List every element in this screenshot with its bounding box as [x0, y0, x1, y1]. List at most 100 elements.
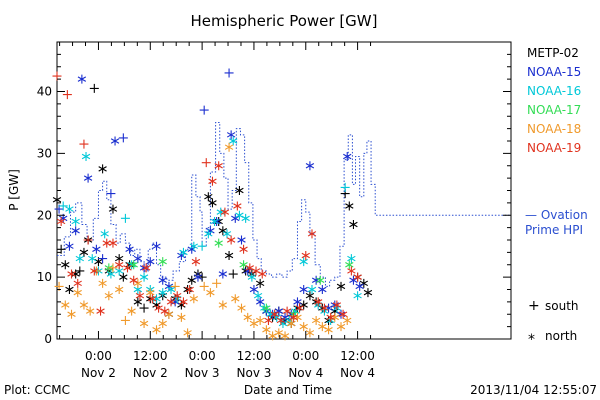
north-point	[135, 291, 145, 301]
north-point	[106, 269, 116, 279]
north-point	[127, 306, 136, 316]
north-point	[71, 216, 80, 226]
north-point	[239, 244, 248, 254]
north-point	[353, 291, 362, 301]
north-point	[185, 285, 194, 294]
ovation-hpi-line	[57, 121, 511, 287]
north-point	[133, 254, 143, 264]
south-point	[62, 90, 72, 100]
north-point	[299, 257, 308, 267]
north-point	[191, 257, 201, 267]
north-point	[158, 319, 167, 329]
north-point	[235, 186, 244, 195]
north-point	[108, 204, 118, 214]
north-point	[241, 213, 250, 223]
north-point	[276, 315, 286, 325]
x-tick-date-label: Nov 4	[288, 366, 323, 380]
series-noaa-19	[52, 71, 362, 325]
x-tick-date-label: Nov 3	[237, 366, 272, 380]
north-point	[347, 254, 356, 264]
north-point	[73, 278, 82, 288]
marker-key-north: * north	[528, 329, 577, 348]
y-tick-label: 40	[37, 85, 52, 99]
north-point	[332, 300, 342, 310]
south-point	[199, 105, 209, 115]
north-point	[204, 229, 213, 239]
north-point	[208, 176, 217, 186]
north-point	[108, 238, 118, 248]
north-point	[359, 278, 369, 288]
north-point	[193, 272, 203, 282]
north-point	[81, 151, 91, 161]
x-tick-time-label: 0:00	[292, 349, 319, 363]
north-point	[96, 306, 105, 316]
north-point	[158, 275, 167, 285]
north-point	[90, 266, 99, 276]
north-point	[295, 303, 304, 313]
north-point	[220, 207, 230, 217]
y-tick-label: 0	[44, 332, 52, 346]
chart-title: Hemispheric Power [GW]	[191, 12, 378, 30]
south-marker-label: south	[545, 299, 579, 313]
north-point	[353, 272, 362, 282]
north-point	[79, 300, 89, 310]
north-point	[301, 250, 310, 260]
north-point	[324, 325, 333, 335]
north-point	[226, 235, 236, 245]
south-point	[201, 158, 211, 168]
north-point	[243, 312, 252, 322]
north-point	[98, 278, 107, 288]
north-point	[237, 235, 246, 245]
north-point	[119, 272, 128, 282]
north-point	[214, 161, 223, 171]
north-point	[307, 285, 317, 294]
north-point	[282, 306, 292, 316]
x-tick-time-label: 12:00	[237, 349, 272, 363]
north-point	[231, 213, 240, 223]
x-tick-time-label: 12:00	[133, 349, 168, 363]
north-point	[231, 294, 240, 304]
x-tick-time-label: 12:00	[340, 349, 375, 363]
north-point	[79, 247, 89, 257]
north-point	[75, 254, 84, 264]
north-point	[229, 136, 238, 146]
ovation-legend-line2: Prime HPI	[525, 223, 583, 237]
north-point	[173, 291, 182, 301]
north-point	[164, 309, 174, 319]
north-point	[208, 198, 217, 208]
y-axis-ticks: 0 10 20 30 40	[37, 41, 511, 346]
north-point	[247, 272, 257, 282]
south-point	[197, 272, 207, 282]
north-point	[222, 229, 232, 239]
north-point	[177, 312, 186, 322]
north-point	[336, 281, 346, 291]
north-point	[343, 315, 352, 325]
north-point	[311, 315, 321, 325]
y-tick-label: 30	[37, 146, 52, 160]
north-point	[65, 241, 74, 251]
north-point	[146, 257, 155, 267]
north-point	[73, 288, 82, 298]
north-point	[100, 229, 109, 239]
north-point	[115, 260, 124, 270]
north-point	[129, 275, 138, 285]
north-point	[270, 309, 279, 319]
north-point	[226, 130, 236, 140]
plot-timestamp: 2013/11/04 12:55:07	[470, 383, 597, 397]
north-point	[289, 312, 298, 322]
south-point	[199, 281, 209, 291]
north-point	[280, 331, 290, 341]
north-point	[123, 263, 132, 273]
north-point	[345, 201, 354, 211]
south-point	[106, 189, 116, 199]
north-point	[148, 294, 157, 304]
north-point	[299, 322, 308, 332]
north-point	[152, 241, 161, 251]
north-point	[249, 285, 259, 294]
legend-entry: METP-02	[527, 46, 579, 60]
north-point	[237, 303, 246, 313]
north-point	[61, 260, 70, 270]
north-point	[65, 204, 74, 214]
north-point	[255, 278, 265, 288]
